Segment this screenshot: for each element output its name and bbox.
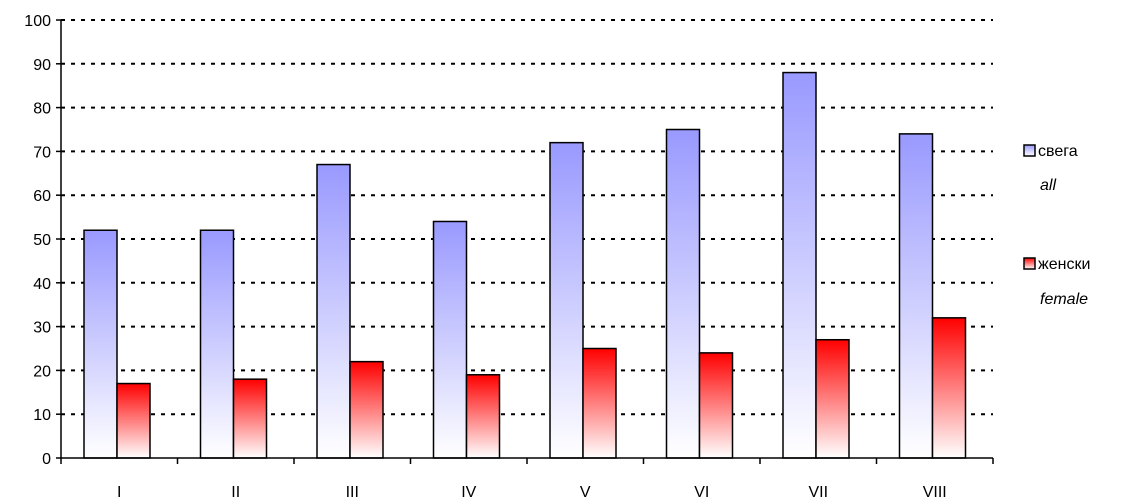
x-tick-label: III <box>346 484 359 501</box>
bar-female <box>698 352 734 459</box>
x-tick-label: VIII <box>923 484 947 501</box>
bar-all <box>898 133 934 459</box>
x-tick-label: IV <box>461 484 476 501</box>
bars <box>83 71 967 459</box>
x-tick-label: I <box>117 484 121 501</box>
y-tick-label: 0 <box>42 451 51 468</box>
y-tick-label: 40 <box>33 276 51 293</box>
legend-sublabel-female: female <box>1040 291 1088 308</box>
bar-female <box>931 317 967 459</box>
bar-all <box>665 128 701 459</box>
y-tick-label: 30 <box>33 320 51 337</box>
bar-female <box>349 360 384 459</box>
x-tick-label: II <box>231 484 240 501</box>
y-tick-label: 80 <box>33 101 51 118</box>
bar-female <box>116 382 151 459</box>
legend-sublabel-all: all <box>1040 177 1056 194</box>
bar-all <box>316 163 351 459</box>
y-tick-label: 10 <box>33 407 51 424</box>
bar-female <box>815 338 850 459</box>
y-tick-label: 20 <box>33 363 51 380</box>
y-tick-label: 60 <box>33 188 51 205</box>
bar-all <box>549 141 584 459</box>
legend-swatch-all <box>1023 144 1036 157</box>
bar-all <box>199 229 235 459</box>
legend-label-all: свега <box>1038 143 1078 160</box>
legend-label-female: женски <box>1038 256 1090 273</box>
bar-all <box>83 229 118 459</box>
bar-female <box>582 347 617 459</box>
bar-all <box>782 71 817 459</box>
bar-female <box>232 378 268 459</box>
bar-all <box>432 220 468 459</box>
y-tick-label: 100 <box>24 13 51 30</box>
legend-swatch-female <box>1023 257 1036 270</box>
y-tick-label: 50 <box>33 232 51 249</box>
y-tick-label: 90 <box>33 57 51 74</box>
x-tick-label: VI <box>694 484 709 501</box>
x-tick-label: VII <box>808 484 828 501</box>
x-tick-label: V <box>580 484 591 501</box>
legend: свега all женски female <box>1023 143 1090 308</box>
y-tick-label: 70 <box>33 144 51 161</box>
bar-female <box>465 374 501 459</box>
